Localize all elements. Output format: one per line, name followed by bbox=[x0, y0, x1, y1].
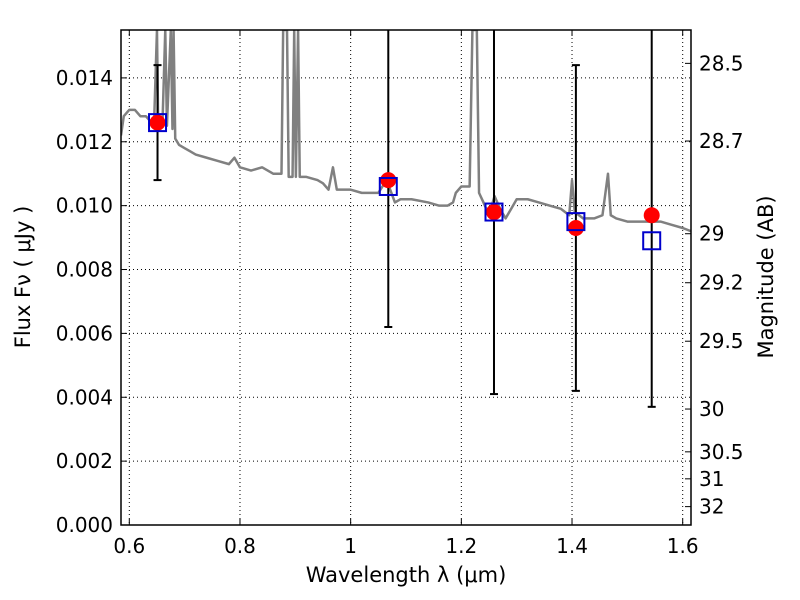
spectrum-layer bbox=[121, 30, 691, 233]
y2-axis-title: Magnitude (AB) bbox=[754, 195, 778, 358]
y2-tick-label: 28.5 bbox=[699, 51, 744, 75]
observed-point bbox=[149, 114, 166, 131]
observed-point bbox=[567, 220, 584, 236]
observed-point bbox=[643, 207, 660, 224]
y-tick-label: 0.014 bbox=[56, 66, 113, 90]
observed-point bbox=[380, 172, 397, 189]
y2-tick-label: 32 bbox=[699, 495, 724, 519]
model-layer bbox=[148, 113, 662, 251]
y2-tick-label: 28.7 bbox=[699, 129, 744, 153]
model-point bbox=[378, 176, 398, 196]
x-tick-label: 1 bbox=[344, 534, 357, 558]
y-tick-label: 0.006 bbox=[56, 321, 113, 345]
model-point bbox=[148, 113, 168, 133]
spectrum-line bbox=[121, 30, 691, 233]
y-tick-label: 0.012 bbox=[56, 130, 113, 154]
y-axis-title: Flux Fν ( μJy ) bbox=[11, 206, 35, 349]
model-point bbox=[642, 231, 662, 251]
x-axis-title: Wavelength λ (μm) bbox=[306, 563, 507, 587]
plot-frame bbox=[120, 29, 692, 526]
y-tick-label: 0.002 bbox=[56, 449, 113, 473]
model-point bbox=[566, 212, 586, 232]
y2-tick-label: 29.2 bbox=[699, 271, 744, 295]
y2-tick-label: 30.5 bbox=[699, 440, 744, 464]
observed-layer bbox=[149, 114, 660, 236]
y-tick-label: 0.000 bbox=[56, 513, 113, 537]
observed-point bbox=[485, 204, 502, 221]
model-point bbox=[484, 202, 504, 222]
x-tick-label: 0.8 bbox=[224, 534, 256, 558]
x-tick-label: 0.6 bbox=[113, 534, 145, 558]
x-tick-label: 1.6 bbox=[667, 534, 699, 558]
y2-tick-label: 29.5 bbox=[699, 329, 744, 353]
x-tick-label: 1.2 bbox=[445, 534, 477, 558]
y2-tick-label: 29 bbox=[699, 222, 724, 246]
y-tick-label: 0.010 bbox=[56, 194, 113, 218]
y2-axis-ticks: 28.5 28.7 29 29.2 29.5 30 30.5 31 32 bbox=[685, 51, 744, 519]
x-tick-label: 1.4 bbox=[556, 534, 588, 558]
y2-tick-label: 30 bbox=[699, 397, 724, 421]
y-axis-ticks: 0.000 0.002 0.004 0.006 0.008 0.010 0.012 0.014 bbox=[56, 66, 127, 537]
y2-tick-label: 31 bbox=[699, 467, 724, 491]
y-tick-label: 0.008 bbox=[56, 258, 113, 282]
x-axis-ticks: 0.6 0.8 1 1.2 1.4 1.6 bbox=[113, 30, 699, 558]
y-tick-label: 0.004 bbox=[56, 385, 113, 409]
